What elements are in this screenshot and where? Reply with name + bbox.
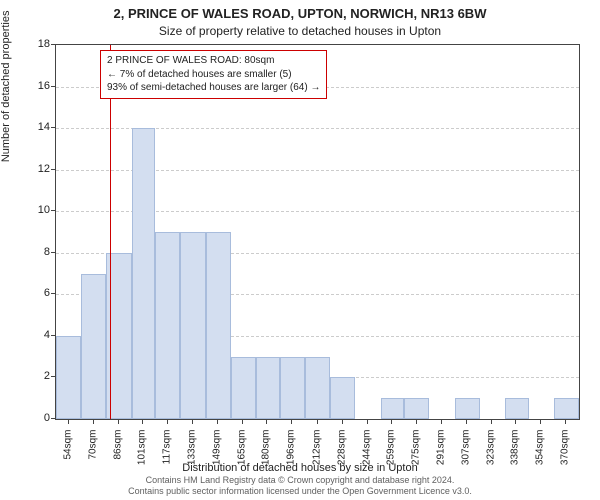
chart-container: 2, PRINCE OF WALES ROAD, UPTON, NORWICH,…: [0, 0, 600, 500]
annotation-line1: 2 PRINCE OF WALES ROAD: 80sqm: [107, 54, 320, 68]
x-tick-mark: [441, 420, 442, 424]
x-tick-mark: [68, 420, 69, 424]
x-tick-mark: [217, 420, 218, 424]
x-tick-mark: [540, 420, 541, 424]
bar: [180, 232, 205, 419]
x-tick-mark: [342, 420, 343, 424]
bar: [155, 232, 180, 419]
y-tick-label: 0: [20, 412, 50, 424]
bar: [455, 398, 480, 419]
bar: [305, 357, 330, 419]
bar: [505, 398, 529, 419]
x-tick-mark: [242, 420, 243, 424]
x-tick-mark: [416, 420, 417, 424]
y-tick-label: 16: [20, 80, 50, 92]
footer-note: Contains HM Land Registry data © Crown c…: [0, 475, 600, 497]
footer-line2: Contains public sector information licen…: [0, 486, 600, 497]
y-tick-label: 14: [20, 121, 50, 133]
x-tick-mark: [565, 420, 566, 424]
bar: [256, 357, 280, 419]
plot-area: 2 PRINCE OF WALES ROAD: 80sqm ← 7% of de…: [55, 44, 580, 420]
bar: [280, 357, 305, 419]
x-tick-mark: [466, 420, 467, 424]
annotation-line2: ← 7% of detached houses are smaller (5): [107, 68, 320, 82]
bar: [132, 128, 156, 419]
bar: [554, 398, 579, 419]
y-tick-label: 12: [20, 163, 50, 175]
y-tick-label: 8: [20, 246, 50, 258]
x-tick-mark: [391, 420, 392, 424]
reference-line: [110, 45, 111, 419]
bar: [206, 232, 231, 419]
bar: [330, 377, 355, 419]
x-tick-mark: [317, 420, 318, 424]
chart-title-main: 2, PRINCE OF WALES ROAD, UPTON, NORWICH,…: [0, 6, 600, 21]
x-tick-mark: [367, 420, 368, 424]
y-tick-label: 18: [20, 38, 50, 50]
annotation-box: 2 PRINCE OF WALES ROAD: 80sqm ← 7% of de…: [100, 50, 327, 99]
x-tick-mark: [515, 420, 516, 424]
x-tick-mark: [118, 420, 119, 424]
bar: [56, 336, 81, 419]
bar: [381, 398, 405, 419]
y-tick-label: 2: [20, 370, 50, 382]
x-tick-mark: [142, 420, 143, 424]
bar: [404, 398, 429, 419]
x-tick-mark: [192, 420, 193, 424]
x-tick-mark: [266, 420, 267, 424]
x-tick-mark: [491, 420, 492, 424]
annotation-line3: 93% of semi-detached houses are larger (…: [107, 81, 320, 95]
y-tick-label: 6: [20, 287, 50, 299]
y-axis-label: Number of detached properties: [0, 11, 12, 163]
chart-title-sub: Size of property relative to detached ho…: [0, 24, 600, 38]
x-tick-mark: [291, 420, 292, 424]
footer-line1: Contains HM Land Registry data © Crown c…: [0, 475, 600, 486]
bar: [231, 357, 256, 419]
x-tick-mark: [167, 420, 168, 424]
x-tick-mark: [93, 420, 94, 424]
y-tick-label: 4: [20, 329, 50, 341]
x-axis-label: Distribution of detached houses by size …: [0, 462, 600, 474]
bar: [81, 274, 106, 419]
y-tick-label: 10: [20, 204, 50, 216]
